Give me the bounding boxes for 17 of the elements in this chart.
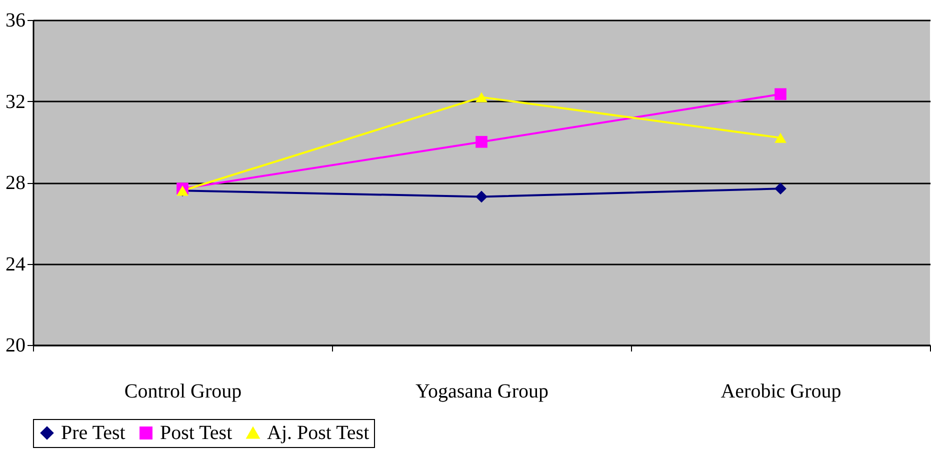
y-tick-label: 20 [6,334,26,356]
point [774,132,786,143]
point [476,190,488,203]
x-tick-label: Aerobic Group [720,380,842,402]
x-tick-label: Control Group [124,380,242,402]
y-tick-label: 28 [6,172,26,194]
y-tick-label: 24 [6,253,26,276]
point [774,182,786,195]
point [774,88,786,100]
x-tick-label: Yogasana Group [416,380,548,402]
y-tick-label: 32 [6,90,26,113]
legend-label: Aj. Post Test [267,422,370,444]
point [476,136,488,148]
y-tick-label: 36 [6,10,26,32]
legend-label: Post Test [160,422,233,444]
legend-label: Pre Test [61,422,126,444]
point [476,92,488,102]
